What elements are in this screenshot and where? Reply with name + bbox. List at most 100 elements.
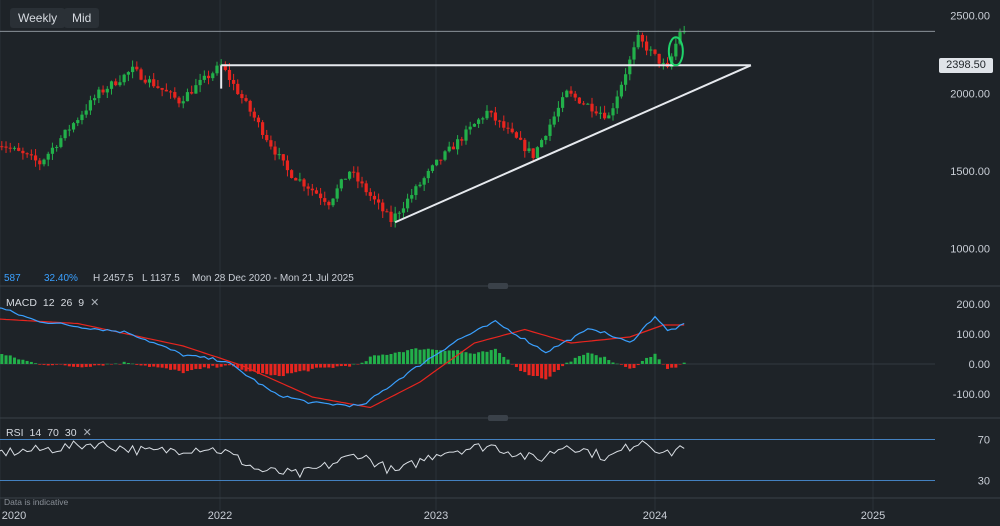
- macd-histogram-bar: [607, 360, 611, 364]
- candle: [586, 103, 590, 105]
- candle: [88, 100, 93, 111]
- macd-histogram-bar: [285, 364, 289, 374]
- candle: [261, 122, 265, 135]
- candle: [552, 116, 556, 125]
- candle: [582, 103, 586, 105]
- footnote: Data is indicative: [4, 497, 69, 507]
- macd-histogram-bar: [489, 350, 493, 364]
- price-type-button[interactable]: Mid: [64, 8, 100, 28]
- candle: [160, 87, 164, 90]
- candle: [294, 177, 298, 181]
- macd-histogram-bar: [514, 364, 518, 368]
- candle: [422, 178, 426, 185]
- close-icon[interactable]: ✕: [82, 427, 92, 439]
- candle: [389, 211, 393, 223]
- macd-histogram-bar: [414, 348, 418, 364]
- macd-histogram-bar: [97, 364, 101, 366]
- candle: [21, 150, 25, 154]
- macd-histogram-bar: [17, 359, 21, 364]
- macd-histogram-bar: [38, 364, 42, 365]
- candle: [306, 186, 310, 189]
- candle: [348, 171, 352, 179]
- rsi-title: RSI: [6, 427, 24, 439]
- close-icon[interactable]: ✕: [90, 297, 100, 309]
- macd-line: [0, 307, 685, 408]
- candle: [67, 129, 71, 131]
- rsi-plot: [0, 439, 935, 481]
- macd-histogram-bar: [645, 357, 649, 364]
- pane-dividers[interactable]: [0, 283, 1000, 499]
- macd-histogram-bar: [88, 364, 92, 367]
- macd-histogram-bar: [223, 364, 227, 366]
- macd-histogram-bar: [261, 364, 265, 374]
- candle: [636, 34, 640, 48]
- macd-histogram-bar: [331, 364, 335, 368]
- candle: [548, 124, 552, 136]
- candle: [607, 115, 611, 119]
- candle: [335, 188, 339, 199]
- candle: [493, 112, 497, 121]
- macd-histogram-bar: [527, 364, 531, 376]
- candle: [343, 178, 348, 180]
- candle: [489, 110, 493, 113]
- macd-histogram-bar: [678, 364, 682, 365]
- rsi-param-period: 14: [29, 427, 42, 439]
- candle: [447, 146, 451, 152]
- macd-histogram-bar: [273, 364, 277, 376]
- candle: [535, 147, 539, 158]
- y-tick-label: 2500.00: [950, 11, 990, 23]
- macd-histogram-bar: [603, 356, 607, 364]
- candle: [456, 139, 460, 150]
- macd-histogram-bar: [277, 364, 281, 377]
- candle: [577, 97, 581, 104]
- stat-range: Mon 28 Dec 2020 - Mon 21 Jul 2025: [192, 273, 354, 284]
- macd-histogram-bar: [72, 364, 76, 367]
- candle: [657, 53, 661, 64]
- macd-histogram-bar: [25, 360, 29, 364]
- candle: [310, 188, 314, 191]
- candle: [573, 93, 577, 98]
- period-button[interactable]: Weekly: [10, 8, 66, 28]
- drag-handle-icon[interactable]: [488, 283, 508, 289]
- macd-indicator-label[interactable]: MACD 12 26 9 ✕: [6, 296, 106, 309]
- candle: [464, 129, 468, 141]
- candle: [327, 201, 331, 206]
- macd-histogram-bar: [55, 364, 59, 365]
- macd-histogram-bar: [418, 349, 422, 364]
- rsi-indicator-label[interactable]: RSI 14 70 30 ✕: [6, 426, 98, 439]
- candle: [556, 107, 560, 117]
- candle: [514, 132, 518, 138]
- macd-histogram-bar: [302, 364, 306, 371]
- candle: [190, 92, 194, 94]
- candle: [364, 183, 368, 193]
- candle: [181, 101, 185, 104]
- candle: [468, 126, 472, 130]
- macd-histogram-bar: [198, 364, 202, 370]
- rsi-line: [0, 440, 685, 479]
- macd-histogram-bar: [147, 364, 151, 367]
- macd-histogram-bar: [582, 354, 586, 364]
- macd-histogram-bar: [385, 354, 389, 364]
- macd-histogram-bar: [493, 348, 497, 364]
- candle: [59, 138, 63, 147]
- candle: [126, 72, 130, 75]
- rsi-y-tick-label: 30: [978, 476, 990, 488]
- candle: [481, 118, 485, 120]
- candle: [331, 198, 335, 206]
- macd-histogram-bar: [523, 364, 527, 373]
- drag-handle-icon[interactable]: [488, 415, 508, 421]
- y-tick-label: 2000.00: [950, 88, 990, 100]
- macd-histogram-bar: [0, 354, 4, 364]
- candle: [426, 170, 430, 179]
- candle: [649, 49, 653, 51]
- macd-histogram-bar: [368, 356, 372, 364]
- macd-histogram-bar: [352, 363, 356, 365]
- candle: [628, 59, 632, 75]
- macd-histogram-bar: [640, 360, 644, 364]
- macd-histogram-bar: [674, 364, 678, 368]
- candle: [211, 73, 215, 79]
- macd-histogram-bar: [348, 364, 352, 367]
- stat-low: L 1137.5: [142, 273, 180, 284]
- candle: [156, 86, 160, 88]
